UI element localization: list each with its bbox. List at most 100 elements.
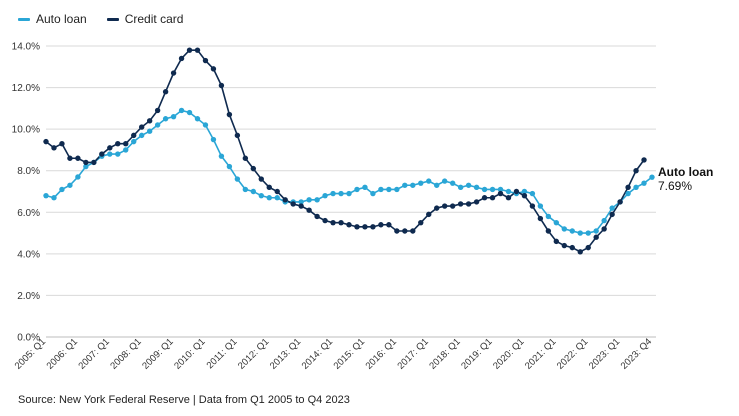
data-point-credit-card bbox=[625, 184, 631, 191]
data-point-auto-loan bbox=[489, 186, 496, 193]
data-point-credit-card bbox=[545, 228, 552, 234]
data-point-credit-card bbox=[226, 111, 233, 118]
data-point-credit-card bbox=[178, 55, 185, 62]
data-point-auto-loan bbox=[641, 180, 647, 186]
data-point-credit-card bbox=[314, 213, 320, 220]
x-tick-label: 2018: Q1 bbox=[427, 336, 462, 371]
data-point-auto-loan bbox=[43, 192, 49, 199]
data-point-credit-card bbox=[51, 145, 57, 151]
data-point-credit-card bbox=[170, 70, 177, 76]
data-point-auto-loan bbox=[162, 116, 169, 122]
legend-item-credit-card[interactable]: Credit card bbox=[106, 12, 184, 26]
x-tick-label: 2008: Q1 bbox=[108, 336, 143, 371]
legend-label-credit-card: Credit card bbox=[124, 12, 184, 26]
data-point-auto-loan bbox=[51, 195, 57, 201]
data-point-credit-card bbox=[609, 211, 615, 218]
data-point-credit-card bbox=[330, 219, 336, 226]
legend-swatch-credit-card bbox=[106, 17, 119, 21]
data-point-credit-card bbox=[123, 140, 129, 147]
data-point-credit-card bbox=[577, 249, 583, 255]
data-point-credit-card bbox=[617, 199, 623, 205]
data-point-auto-loan bbox=[138, 132, 145, 139]
data-point-auto-loan bbox=[529, 190, 536, 197]
data-point-auto-loan bbox=[354, 186, 360, 193]
data-point-auto-loan bbox=[210, 136, 217, 143]
x-tick-label: 2022: Q1 bbox=[555, 336, 590, 371]
x-tick-label: 2015: Q1 bbox=[332, 336, 367, 371]
data-point-credit-card bbox=[601, 226, 607, 232]
data-point-auto-loan bbox=[449, 180, 456, 186]
data-point-credit-card bbox=[585, 244, 591, 251]
data-point-credit-card bbox=[75, 155, 81, 161]
data-point-auto-loan bbox=[473, 184, 480, 191]
data-point-auto-loan bbox=[115, 151, 121, 157]
data-point-credit-card bbox=[378, 222, 384, 228]
data-point-auto-loan bbox=[146, 128, 153, 134]
data-point-credit-card bbox=[593, 234, 599, 240]
y-tick-label: 12.0% bbox=[12, 83, 40, 94]
x-tick-label: 2023: Q1 bbox=[587, 336, 622, 371]
data-point-auto-loan bbox=[170, 113, 177, 120]
series-lines bbox=[45, 49, 653, 253]
data-point-auto-loan bbox=[83, 163, 89, 170]
legend-swatch-auto-loan bbox=[18, 17, 30, 21]
data-point-auto-loan bbox=[322, 192, 328, 199]
data-point-auto-loan bbox=[378, 186, 384, 193]
x-tick-label: 2012: Q1 bbox=[236, 336, 271, 371]
data-point-auto-loan bbox=[434, 182, 440, 188]
x-tick-label: 2016: Q1 bbox=[364, 336, 399, 371]
data-point-auto-loan bbox=[362, 184, 368, 191]
data-point-credit-card bbox=[322, 217, 328, 224]
y-tick-label: 2.0% bbox=[17, 291, 40, 302]
data-point-auto-loan bbox=[386, 186, 392, 193]
legend-item-auto-loan[interactable]: Auto loan bbox=[18, 12, 87, 26]
series-line-credit-card bbox=[45, 49, 645, 253]
data-point-auto-loan bbox=[410, 182, 416, 188]
data-point-credit-card bbox=[242, 155, 249, 161]
x-tick-label: 2007: Q1 bbox=[76, 336, 111, 371]
data-point-credit-card bbox=[386, 222, 392, 228]
data-point-credit-card bbox=[43, 138, 49, 145]
data-point-auto-loan bbox=[306, 197, 312, 203]
data-point-auto-loan bbox=[123, 147, 129, 153]
data-point-credit-card bbox=[569, 244, 575, 251]
data-point-credit-card bbox=[154, 107, 161, 114]
data-point-auto-loan bbox=[67, 182, 73, 188]
data-point-auto-loan bbox=[314, 197, 320, 203]
data-point-auto-loan bbox=[505, 188, 512, 195]
data-point-credit-card bbox=[362, 224, 368, 230]
data-point-auto-loan bbox=[521, 188, 528, 195]
data-point-credit-card bbox=[306, 207, 312, 213]
data-point-credit-card bbox=[513, 188, 520, 195]
data-point-credit-card bbox=[338, 219, 344, 226]
y-axis: 0.0% 2.0% 4.0% 6.0% 8.0% 10.0% 12.0% 14.0% bbox=[12, 42, 40, 344]
data-point-auto-loan bbox=[577, 230, 583, 236]
data-point-credit-card bbox=[346, 222, 352, 228]
data-point-credit-card bbox=[633, 168, 639, 174]
data-point-credit-card bbox=[449, 203, 456, 209]
data-point-credit-card bbox=[83, 159, 89, 166]
data-point-credit-card bbox=[370, 224, 376, 230]
x-tick-label: 2014: Q1 bbox=[300, 336, 335, 371]
y-tick-label: 14.0% bbox=[12, 42, 40, 53]
data-point-auto-loan bbox=[346, 190, 352, 197]
data-point-credit-card bbox=[481, 195, 488, 201]
end-value-auto-loan: 7.69% bbox=[658, 179, 692, 193]
data-point-credit-card bbox=[521, 192, 528, 199]
data-point-credit-card bbox=[194, 47, 201, 53]
end-label-auto-loan: Auto loan bbox=[658, 165, 713, 179]
data-point-auto-loan bbox=[194, 116, 201, 122]
data-point-auto-loan bbox=[234, 176, 241, 182]
y-tick-label: 6.0% bbox=[17, 208, 40, 219]
data-point-credit-card bbox=[410, 228, 416, 234]
y-tick-label: 10.0% bbox=[12, 125, 40, 136]
data-point-credit-card bbox=[434, 205, 440, 211]
x-tick-label: 2019: Q1 bbox=[459, 336, 494, 371]
data-point-credit-card bbox=[186, 47, 193, 53]
data-point-auto-loan bbox=[601, 217, 607, 224]
data-point-auto-loan bbox=[75, 174, 81, 180]
data-point-credit-card bbox=[107, 145, 113, 151]
